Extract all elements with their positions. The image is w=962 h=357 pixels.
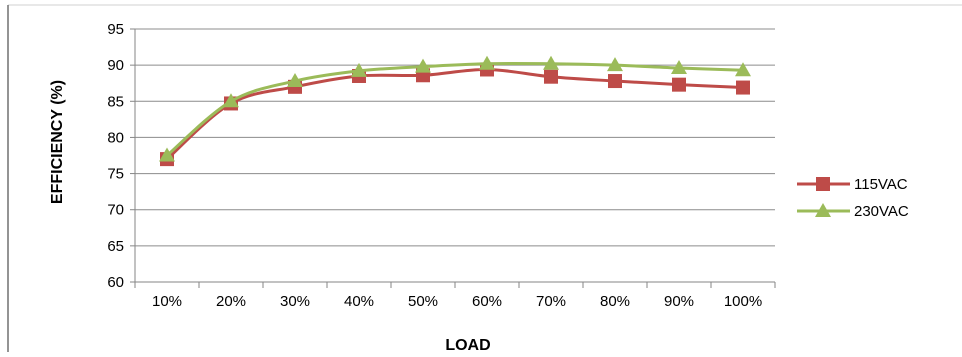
data-point xyxy=(735,62,751,77)
y-tick-label: 90 xyxy=(107,57,124,74)
y-tick-label: 85 xyxy=(107,93,124,110)
y-tick-label: 75 xyxy=(107,166,124,183)
x-tick-label: 50% xyxy=(408,293,438,310)
series-230vac xyxy=(159,55,751,162)
data-point xyxy=(351,62,367,77)
legend: 115VAC 230VAC xyxy=(797,176,909,220)
series-line xyxy=(166,67,744,161)
data-point xyxy=(736,80,750,95)
y-tick-label: 80 xyxy=(107,129,124,146)
axes xyxy=(130,28,776,288)
tick-labels: 60 65 70 75 80 85 90 95 10% 20% 30% 40% 50% 60% 70% 80%… xyxy=(107,21,762,310)
x-axis-title: LOAD xyxy=(445,337,490,352)
data-point xyxy=(415,58,431,73)
data-point xyxy=(287,73,303,88)
series-line xyxy=(166,61,744,157)
data-point xyxy=(543,55,559,70)
x-tick-label: 30% xyxy=(280,293,310,310)
data-point xyxy=(607,57,623,72)
data-point xyxy=(671,60,687,75)
series-115vac xyxy=(160,62,750,167)
x-tick-label: 10% xyxy=(152,293,182,310)
legend-label: 115VAC xyxy=(854,176,908,193)
y-tick-label: 95 xyxy=(107,21,124,38)
x-tick-label: 90% xyxy=(664,293,694,310)
gridlines xyxy=(135,28,775,247)
x-tick-label: 70% xyxy=(536,293,566,310)
data-point xyxy=(608,74,622,89)
data-point xyxy=(223,93,239,108)
data-point xyxy=(672,77,686,92)
y-axis-title: EFFICIENCY (%) xyxy=(49,80,66,204)
data-point xyxy=(544,69,558,84)
legend-label: 230VAC xyxy=(854,203,909,220)
y-tick-label: 60 xyxy=(107,274,124,291)
x-tick-label: 20% xyxy=(216,293,246,310)
x-tick-label: 40% xyxy=(344,293,374,310)
legend-marker xyxy=(815,203,831,217)
legend-marker xyxy=(816,177,830,191)
y-tick-label: 70 xyxy=(107,202,124,219)
x-tick-label: 60% xyxy=(472,293,502,310)
legend-item: 115VAC xyxy=(797,176,908,193)
data-point xyxy=(159,147,175,162)
y-tick-label: 65 xyxy=(107,238,124,255)
x-tick-label: 80% xyxy=(600,293,630,310)
x-tick-label: 100% xyxy=(724,293,762,310)
series xyxy=(159,55,751,167)
legend-item: 230VAC xyxy=(797,203,909,220)
data-point xyxy=(479,55,495,70)
